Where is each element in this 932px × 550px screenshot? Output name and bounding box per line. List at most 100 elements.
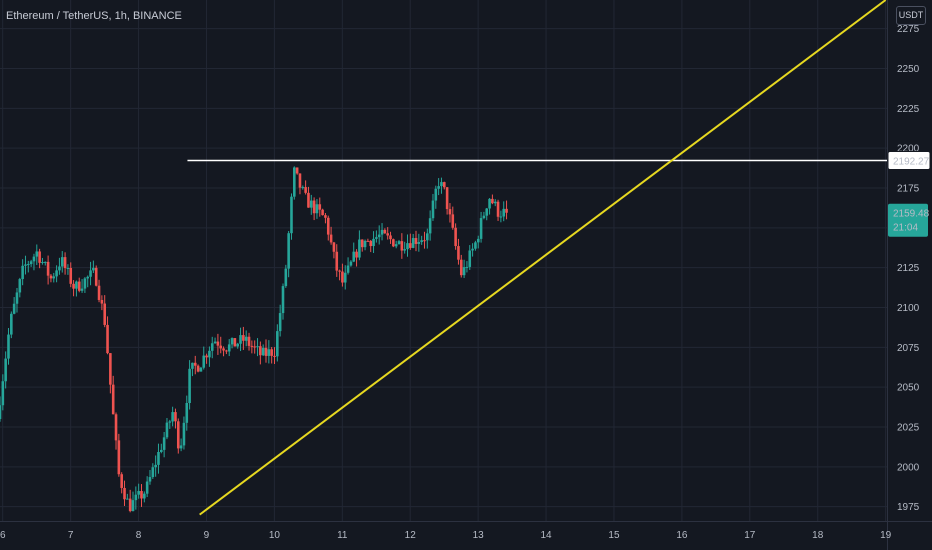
candle-body — [58, 266, 61, 271]
candle — [162, 431, 166, 458]
candle — [216, 333, 220, 355]
candle-body — [193, 362, 197, 366]
candle-body — [148, 477, 152, 482]
candle — [352, 242, 356, 263]
y-tick-label: 1975 — [897, 502, 920, 513]
candle — [451, 206, 455, 230]
candle — [225, 349, 228, 355]
candle — [307, 186, 310, 208]
candle — [111, 375, 115, 415]
candle-body — [298, 173, 302, 188]
y-tick-label: 2050 — [897, 383, 920, 394]
candle-body — [126, 498, 129, 500]
candle — [137, 483, 140, 499]
candle — [126, 493, 129, 500]
candle-body — [4, 358, 7, 382]
candle-body — [445, 187, 449, 210]
candle — [276, 324, 279, 362]
candle — [482, 211, 486, 220]
candle — [406, 234, 409, 257]
candle — [488, 198, 491, 215]
candle-body — [111, 384, 115, 415]
x-tick-label: 8 — [136, 530, 142, 541]
candle — [213, 337, 217, 344]
candle — [109, 353, 112, 394]
x-tick-label: 12 — [405, 530, 417, 541]
candle-body — [66, 267, 70, 269]
candle — [329, 226, 333, 245]
candle-body — [92, 267, 95, 271]
candle-countdown-label: 21:04 — [893, 223, 918, 234]
candle-body — [318, 204, 322, 210]
candle-body — [349, 261, 353, 266]
candle-body — [403, 249, 406, 251]
candle-body — [437, 186, 440, 189]
candle — [426, 228, 429, 249]
candle-body — [239, 335, 242, 344]
candle-body — [43, 261, 47, 263]
candle — [92, 260, 95, 274]
x-tick-label: 14 — [540, 530, 552, 541]
candle — [389, 231, 392, 244]
candle-body — [242, 335, 245, 341]
candle — [4, 351, 7, 389]
candle-body — [426, 233, 429, 241]
candle — [89, 261, 92, 286]
candle-body — [72, 283, 75, 289]
candle-body — [394, 244, 398, 247]
candle-body — [259, 346, 262, 356]
candle — [230, 337, 234, 349]
candle-body — [69, 267, 73, 284]
candle — [343, 265, 347, 290]
candle — [420, 235, 423, 245]
candle — [457, 238, 460, 265]
candle — [148, 470, 152, 485]
y-tick-label: 2000 — [897, 462, 920, 473]
candle — [349, 260, 353, 267]
level-price-label: 2192.27 — [893, 156, 930, 167]
candle — [293, 166, 296, 200]
candle-body — [312, 200, 316, 214]
candle — [12, 297, 16, 315]
candle-body — [465, 266, 469, 268]
candle-body — [488, 198, 491, 209]
candle — [417, 233, 421, 252]
candle-body — [479, 218, 483, 239]
candle-body — [7, 334, 10, 359]
candle-body — [414, 238, 418, 244]
x-tick-label: 18 — [812, 530, 824, 541]
x-tick-label: 17 — [744, 530, 756, 541]
candle-body — [372, 238, 375, 247]
y-tick-label: 2250 — [897, 64, 920, 75]
candle — [355, 249, 358, 267]
candle — [49, 274, 53, 283]
candle-body — [397, 241, 401, 245]
candle-body — [140, 491, 143, 499]
candle-body — [476, 238, 480, 243]
candle — [338, 269, 341, 281]
candle — [66, 264, 70, 275]
candle — [247, 332, 251, 351]
candle-body — [157, 451, 160, 465]
candle-body — [100, 299, 104, 304]
candle-body — [304, 187, 307, 193]
candle — [0, 396, 2, 422]
candle — [309, 194, 313, 215]
y-tick-label: 2225 — [897, 104, 920, 115]
candle-body — [366, 240, 370, 242]
candle — [140, 484, 143, 507]
candle-body — [55, 270, 58, 277]
candle — [210, 336, 214, 359]
candle — [372, 231, 375, 254]
candle — [448, 203, 452, 223]
candle-body — [335, 251, 339, 271]
candle — [83, 277, 87, 293]
candle — [193, 355, 197, 375]
candle-body — [493, 201, 497, 204]
currency-button[interactable]: USDT — [896, 6, 926, 25]
candle — [491, 194, 494, 205]
candle-body — [329, 234, 333, 243]
candle — [117, 433, 121, 477]
candle-body — [346, 265, 350, 273]
